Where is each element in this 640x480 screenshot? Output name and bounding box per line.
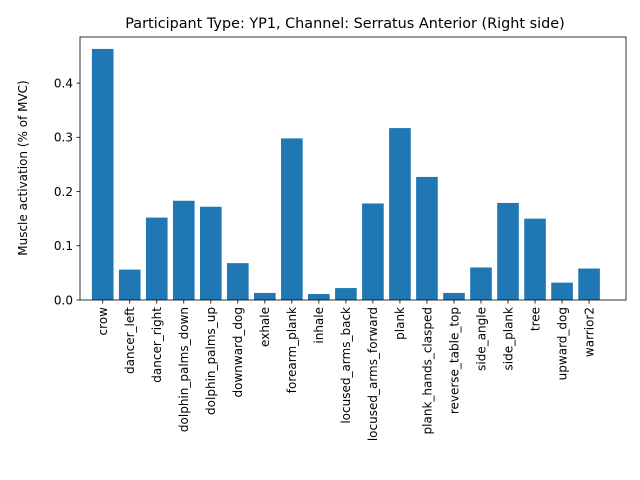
y-tick-label: 0.2	[54, 185, 73, 199]
bar-plank_hands_clasped	[416, 176, 438, 300]
x-ticks-group: crow dancer_left dancer_right dolphin_palms…	[96, 300, 596, 441]
bar-downward_dog	[227, 263, 249, 300]
y-axis-label: Muscle activation (% of MVC)	[16, 80, 30, 256]
x-tick-label: dolphin_palms_down	[177, 307, 191, 432]
x-tick-label: warrior2	[582, 307, 596, 357]
bar-dolphin_palms_down	[172, 200, 195, 300]
bar-side_plank	[497, 202, 519, 300]
x-tick-label: reverse_table_top	[447, 307, 461, 414]
chart-title: Participant Type: YP1, Channel: Serratus…	[125, 16, 564, 32]
bar-plank	[389, 128, 411, 300]
x-tick-label: side_plank	[501, 307, 515, 370]
bar-dancer_left	[118, 269, 141, 300]
y-ticks-group: 0.0 0.1 0.2 0.3 0.4	[54, 76, 80, 307]
bar-reverse_table_top	[443, 292, 465, 300]
bar-inhale	[308, 294, 330, 300]
bar-crow	[91, 48, 114, 301]
y-tick-label: 0.4	[54, 76, 73, 90]
x-tick-label: forearm_plank	[285, 307, 299, 393]
bar-tree	[524, 218, 546, 300]
x-tick-label: side_angle	[474, 307, 488, 371]
y-tick-label: 0.1	[54, 239, 73, 253]
x-tick-label: upward_dog	[555, 307, 569, 380]
x-tick-label: plank	[393, 307, 407, 340]
x-tick-label: plank_hands_clasped	[420, 307, 434, 434]
bar-forearm_plank	[281, 138, 303, 300]
x-tick-label: exhale	[258, 307, 272, 347]
bar-upward_dog	[551, 282, 573, 300]
y-tick-label: 0.3	[54, 131, 73, 145]
bars-group	[91, 48, 600, 301]
x-tick-label: tree	[528, 307, 542, 331]
bar-exhale	[254, 292, 276, 300]
bar-warrior2	[578, 268, 600, 300]
y-tick-label: 0.0	[54, 293, 73, 307]
x-tick-label: locused_arms_forward	[366, 307, 380, 441]
bar-dancer_right	[145, 217, 168, 300]
plot-frame	[79, 36, 627, 301]
x-tick-label: downward_dog	[231, 307, 245, 397]
x-tick-label: inhale	[312, 307, 326, 344]
bar-locused_arms_back	[335, 288, 357, 300]
bar-dolphin_palms_up	[199, 206, 222, 300]
x-tick-label: crow	[96, 307, 110, 336]
x-tick-label: dancer_left	[123, 307, 137, 374]
bar-locused_arms_forward	[362, 203, 384, 300]
bar-side_angle	[470, 267, 492, 300]
x-tick-label: dolphin_palms_up	[204, 307, 218, 415]
x-tick-label: dancer_right	[150, 307, 164, 383]
x-tick-label: locused_arms_back	[339, 307, 353, 424]
